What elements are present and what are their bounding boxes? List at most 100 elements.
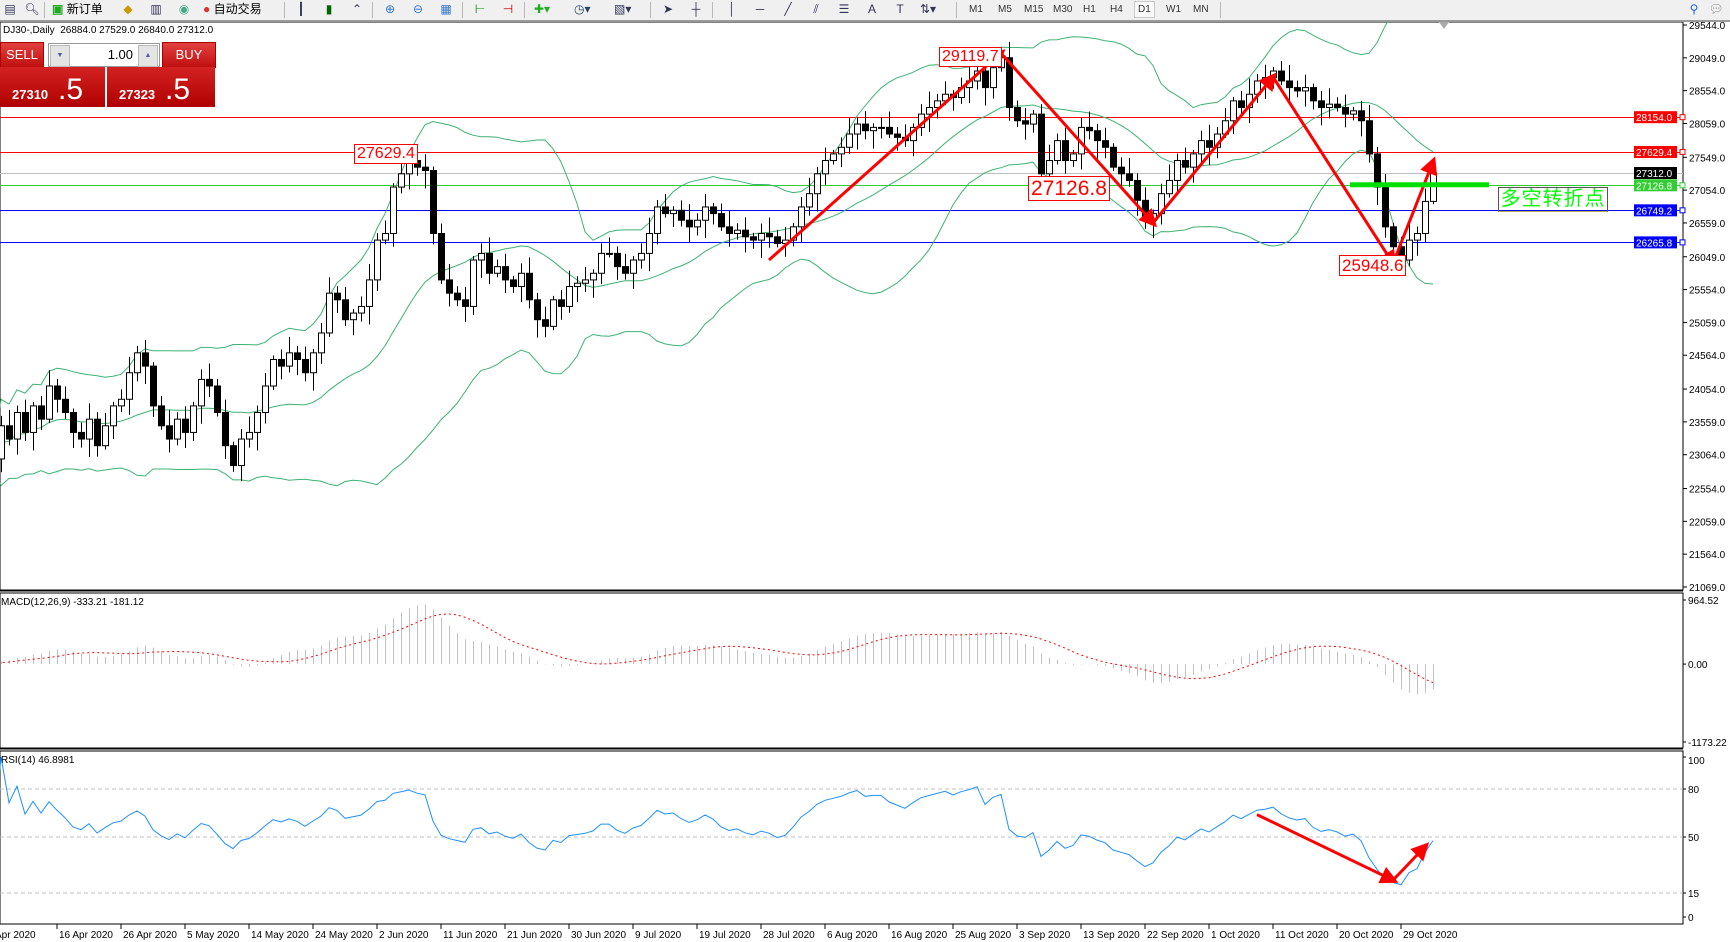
equidistant-channel-icon[interactable]: ⫽ xyxy=(813,2,819,16)
bull-candle xyxy=(1262,77,1269,82)
new-chart-icon[interactable]: ▤ xyxy=(4,2,16,16)
auto-trading-button[interactable]: ● 自动交易 xyxy=(203,1,262,18)
bear-candle xyxy=(982,70,989,89)
sell-button[interactable]: SELL xyxy=(0,42,44,68)
bull-candle xyxy=(0,425,5,460)
buy-button[interactable]: BUY xyxy=(162,42,216,68)
tile-windows-icon[interactable]: ▦ xyxy=(440,2,452,16)
date-axis-label: 28 Jul 2020 xyxy=(763,930,815,941)
bull-candle xyxy=(494,266,501,274)
bull-candle xyxy=(1326,103,1333,108)
timeframe-mn[interactable]: MN xyxy=(1193,4,1209,15)
horizontal-line-icon[interactable]: ─ xyxy=(755,2,765,16)
bull-candle xyxy=(582,279,589,284)
bear-candle xyxy=(862,123,869,132)
search-icon[interactable]: ⚲ xyxy=(1689,2,1699,16)
templates-icon[interactable]: ▧▾ xyxy=(614,2,632,16)
timeframe-h4[interactable]: H4 xyxy=(1110,4,1123,15)
bear-candle xyxy=(1390,226,1397,248)
bull-candle xyxy=(326,292,333,334)
price-annotation[interactable]: 27629.4 xyxy=(354,144,418,164)
lot-size-field[interactable]: ▼ 1.00 ▲ xyxy=(48,43,160,67)
zoom-out-icon[interactable]: ⊖ xyxy=(412,2,424,16)
autoscroll-icon[interactable]: ⊣ xyxy=(502,2,514,16)
lot-decrease-button[interactable]: ▼ xyxy=(50,45,70,67)
bull-candle xyxy=(878,126,885,129)
zigzag-arrow xyxy=(1271,76,1397,269)
chat-icon[interactable]: 💬︎ xyxy=(1708,2,1724,16)
rsi-axis-label: 80 xyxy=(1688,785,1700,796)
trendline-icon[interactable]: ╱ xyxy=(784,2,792,16)
sell-price-button[interactable]: 27310 .5 xyxy=(0,67,105,107)
line-chart-icon[interactable]: ⌃ xyxy=(351,2,363,16)
new-order-button[interactable]: ▣ 新订单 xyxy=(52,1,103,18)
rsi-axis-label: 0 xyxy=(1688,913,1694,924)
bar-chart-icon[interactable]: ┃ xyxy=(297,2,305,16)
bear-candle xyxy=(534,299,541,321)
main-chart-frame xyxy=(0,21,1684,591)
bull-candle xyxy=(110,405,117,427)
fibonacci-icon[interactable]: ☰ xyxy=(838,2,850,16)
zoom-in-icon[interactable]: ⊕ xyxy=(384,2,396,16)
bull-candle xyxy=(1406,239,1413,261)
price-annotation[interactable]: 25948.6 xyxy=(1339,255,1407,276)
zoom-icon[interactable]: 🔍︎ xyxy=(24,2,40,16)
date-axis-label: 3 Sep 2020 xyxy=(1019,930,1071,941)
bear-candle xyxy=(1294,87,1301,92)
toolbar: ▤ 🔍︎ ▣ 新订单 ◆ ▥ ◉ ● 自动交易 ┃ ▮ ⌃ ⊕ ⊖ ▦ ⊢ ⊣ … xyxy=(0,0,1730,22)
lot-increase-button[interactable]: ▲ xyxy=(138,45,158,67)
candlestick-icon[interactable]: ▮ xyxy=(325,2,333,16)
cursor-icon[interactable]: ➤ xyxy=(662,2,674,16)
timeframe-m5[interactable]: M5 xyxy=(998,4,1012,15)
timeframe-m15[interactable]: M15 xyxy=(1024,4,1044,15)
text-icon[interactable]: A xyxy=(867,2,876,16)
price-axis-label: 25554.0 xyxy=(1689,286,1726,297)
price-axis-label: 23559.0 xyxy=(1689,418,1726,429)
bear-candle xyxy=(38,405,45,420)
level-handle xyxy=(1679,207,1686,214)
level-price-badge xyxy=(1634,167,1677,180)
level-price-label: 28154.0 xyxy=(1636,113,1673,124)
bull-candle xyxy=(638,252,645,261)
date-axis-label: 16 Apr 2020 xyxy=(59,930,113,941)
history-icon[interactable]: ▥ xyxy=(150,2,162,16)
vertical-line-icon[interactable]: │ xyxy=(728,2,736,16)
bull-candle xyxy=(694,219,701,228)
buy-price-button[interactable]: 27323 .5 xyxy=(107,67,215,107)
lot-size-value[interactable]: 1.00 xyxy=(107,47,133,62)
indicators-icon[interactable]: ✚▾ xyxy=(534,2,551,16)
price-annotation[interactable]: 29119.7 xyxy=(939,47,1002,67)
crosshair-icon[interactable]: ┼ xyxy=(691,2,701,16)
bull-candle xyxy=(830,153,837,162)
bull-candle xyxy=(1198,140,1205,155)
macd-axis-label: -1173.22 xyxy=(1688,738,1727,749)
timeframe-d1[interactable]: D1 xyxy=(1134,1,1155,18)
toolbar-separator xyxy=(462,2,463,18)
navigator-icon[interactable]: ◆ xyxy=(123,2,133,16)
price-annotation[interactable]: 27126.8 xyxy=(1028,176,1110,201)
toolbar-separator xyxy=(712,2,713,18)
periods-icon[interactable]: ◷▾ xyxy=(574,2,591,16)
pivot-marker-bar xyxy=(1350,182,1489,188)
timeframe-w1[interactable]: W1 xyxy=(1166,4,1181,15)
bear-candle xyxy=(1086,126,1093,132)
bull-candle xyxy=(1350,110,1357,115)
timeframe-m1[interactable]: M1 xyxy=(969,4,983,15)
price-axis-label: 26049.0 xyxy=(1689,253,1726,264)
bear-candle xyxy=(526,272,533,301)
signals-icon[interactable]: ◉ xyxy=(178,2,190,16)
chart-shift-icon[interactable]: ⊢ xyxy=(474,2,486,16)
text-label-icon[interactable]: T xyxy=(896,2,904,16)
date-axis-label: 22 Sep 2020 xyxy=(1147,930,1204,941)
arrows-icon[interactable]: ⇅▾ xyxy=(920,2,937,16)
timeframe-m30[interactable]: M30 xyxy=(1053,4,1073,15)
bear-candle xyxy=(294,352,301,360)
bear-candle xyxy=(1022,120,1029,125)
bull-candle xyxy=(14,412,21,440)
bull-candle xyxy=(478,252,485,261)
bull-candle xyxy=(606,252,613,255)
pivot-text-label[interactable]: 多空转折点 xyxy=(1498,187,1608,212)
bear-candle xyxy=(678,209,685,221)
timeframe-h1[interactable]: H1 xyxy=(1083,4,1096,15)
